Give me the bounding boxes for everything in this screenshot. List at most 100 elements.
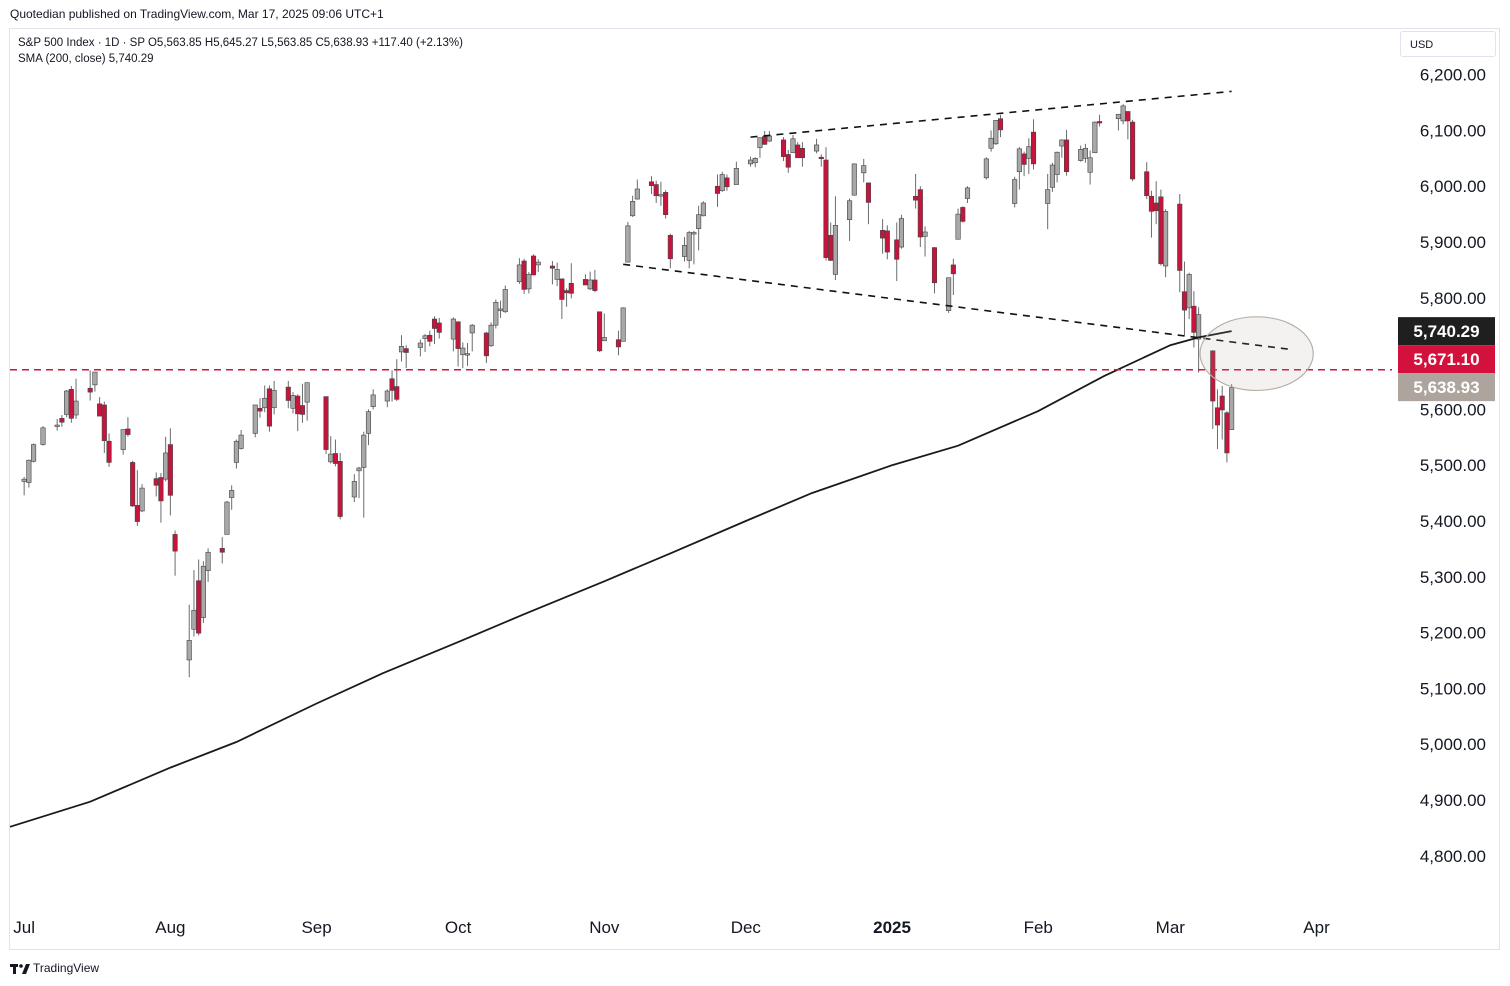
- y-tick-label: 5,400.00: [1420, 512, 1486, 531]
- y-tick-label: 5,500.00: [1420, 456, 1486, 475]
- x-tick-label: Sep: [301, 918, 331, 937]
- candle: [865, 182, 871, 225]
- candle-body-down: [285, 386, 291, 401]
- candle-body-up: [361, 434, 367, 468]
- candle: [1158, 189, 1164, 266]
- candle-body-up: [1120, 105, 1126, 122]
- candle: [233, 439, 239, 469]
- candle: [894, 222, 900, 282]
- candle-body-up: [328, 453, 334, 463]
- candle-body-down: [1064, 139, 1070, 173]
- candle-body-up: [686, 232, 692, 261]
- candle-body-up: [1012, 179, 1018, 204]
- candle-body-up: [1026, 146, 1032, 159]
- candle: [167, 428, 173, 516]
- candle-body-down: [68, 389, 74, 419]
- candle-body-up: [847, 200, 853, 221]
- candle: [361, 431, 367, 518]
- candle: [1219, 385, 1225, 440]
- candle-body-down: [295, 395, 301, 415]
- price-badge-bg: [1398, 345, 1495, 374]
- candle: [54, 418, 60, 431]
- candle: [625, 221, 631, 263]
- candles-layer: [21, 104, 1235, 678]
- candle: [40, 426, 46, 446]
- candle: [299, 383, 305, 423]
- candle-body-down: [403, 348, 409, 353]
- candle-body-up: [516, 264, 522, 282]
- candle: [663, 190, 669, 219]
- candle: [719, 171, 725, 192]
- candle: [946, 277, 952, 313]
- candle: [526, 272, 532, 294]
- candle: [1125, 111, 1131, 140]
- price-badge-bg: [1398, 373, 1495, 402]
- candle: [790, 134, 796, 154]
- candle-body-up: [238, 434, 244, 449]
- candle: [832, 196, 838, 280]
- candle-body-down: [917, 189, 923, 238]
- candle-body-up: [1016, 148, 1022, 173]
- candle-body-down: [549, 265, 555, 269]
- candle: [450, 317, 456, 352]
- candle: [795, 142, 801, 159]
- candle: [696, 205, 702, 251]
- candle: [304, 382, 310, 421]
- candle: [686, 230, 692, 269]
- candle: [224, 500, 230, 535]
- candle: [92, 371, 98, 392]
- candle-body-up: [1059, 139, 1065, 147]
- candle: [1177, 194, 1183, 293]
- candle: [139, 484, 145, 513]
- candle-body-down: [323, 396, 329, 450]
- candle: [752, 157, 758, 168]
- candle-body-up: [955, 213, 961, 240]
- candle: [464, 343, 471, 366]
- candle-body-up: [502, 289, 508, 313]
- candle: [1045, 173, 1051, 230]
- x-tick-label: Oct: [445, 918, 472, 937]
- candle-body-up: [54, 424, 60, 427]
- candle: [384, 389, 390, 408]
- candle-body-down: [1177, 203, 1183, 271]
- candle-body-down: [59, 418, 65, 423]
- candle-body-up: [1045, 189, 1051, 204]
- candle-body-up: [290, 395, 296, 409]
- candle-body-down: [667, 235, 673, 260]
- candle: [1130, 119, 1136, 182]
- y-tick-label: 5,900.00: [1420, 233, 1486, 252]
- currency-selector[interactable]: USD: [1400, 31, 1496, 57]
- candle-body-down: [795, 144, 801, 159]
- candle: [153, 472, 159, 497]
- candle: [101, 401, 107, 453]
- candle-body-down: [880, 230, 886, 239]
- candle-body-up: [681, 245, 688, 257]
- candle-body-down: [615, 339, 621, 348]
- candle-body-up: [40, 427, 46, 445]
- candle-body-down: [1148, 195, 1154, 212]
- candle-body-down: [106, 440, 112, 463]
- candle-body-up: [988, 137, 994, 149]
- candle: [700, 201, 706, 217]
- y-tick-label: 5,600.00: [1420, 400, 1486, 419]
- candle: [1092, 121, 1098, 154]
- candle: [172, 530, 178, 576]
- candle: [483, 331, 489, 364]
- chart-frame: [9, 28, 1500, 950]
- price-badge-label: 5,740.29: [1413, 322, 1479, 341]
- candle-body-down: [483, 332, 489, 357]
- candle: [667, 233, 673, 269]
- candle: [1021, 151, 1027, 177]
- candle: [200, 561, 206, 624]
- candle: [422, 334, 428, 352]
- candle-body-down: [455, 321, 461, 349]
- candle-body-down: [1144, 171, 1150, 197]
- candle: [332, 439, 338, 467]
- candle-body-up: [26, 459, 32, 483]
- candle: [1229, 384, 1235, 430]
- candle-body-down: [1191, 305, 1197, 333]
- candle: [488, 322, 494, 347]
- candle: [828, 222, 834, 261]
- candle-body-down: [568, 283, 574, 294]
